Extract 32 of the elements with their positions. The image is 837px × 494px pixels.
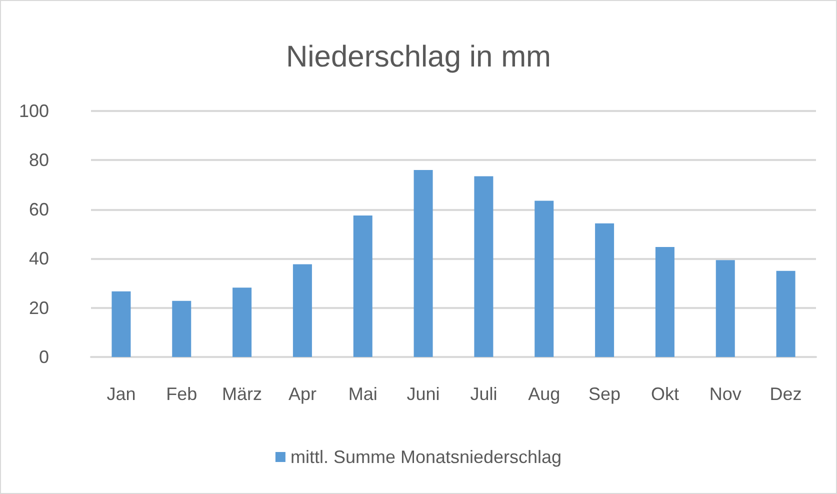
bar xyxy=(292,264,312,357)
y-tick-label: 0 xyxy=(38,347,49,367)
bar xyxy=(655,247,674,357)
bar xyxy=(776,270,796,357)
x-tick-label: Mai xyxy=(348,384,378,404)
bar xyxy=(353,216,372,357)
bar xyxy=(112,291,131,357)
x-tick-label: Apr xyxy=(288,384,316,404)
bar xyxy=(474,176,494,357)
x-tick-label: Jan xyxy=(106,384,136,404)
bar xyxy=(534,200,554,357)
y-tick-label: 40 xyxy=(28,248,49,269)
x-tick-label: Sep xyxy=(588,384,621,404)
bar xyxy=(414,170,433,357)
x-tick-label: Nov xyxy=(709,384,742,404)
chart-title: Niederschlag in mm xyxy=(286,40,552,74)
bar xyxy=(716,260,735,357)
x-tick-label: Juli xyxy=(470,384,498,404)
legend-label: mittl. Summe Monatsniederschlag xyxy=(290,447,562,467)
bar xyxy=(172,300,192,357)
x-tick-label: Aug xyxy=(528,384,560,404)
x-tick-label: März xyxy=(222,384,262,404)
x-tick-label: Juni xyxy=(406,384,440,404)
bar xyxy=(232,288,252,357)
x-tick-label: Feb xyxy=(166,384,198,404)
y-tick-label: 80 xyxy=(28,150,49,170)
y-tick-label: 100 xyxy=(18,101,49,121)
x-tick-label: Okt xyxy=(650,384,679,404)
y-tick-label: 60 xyxy=(28,199,49,220)
x-tick-label: Dez xyxy=(770,384,802,404)
bar xyxy=(595,223,614,357)
y-tick-label: 20 xyxy=(28,298,49,318)
